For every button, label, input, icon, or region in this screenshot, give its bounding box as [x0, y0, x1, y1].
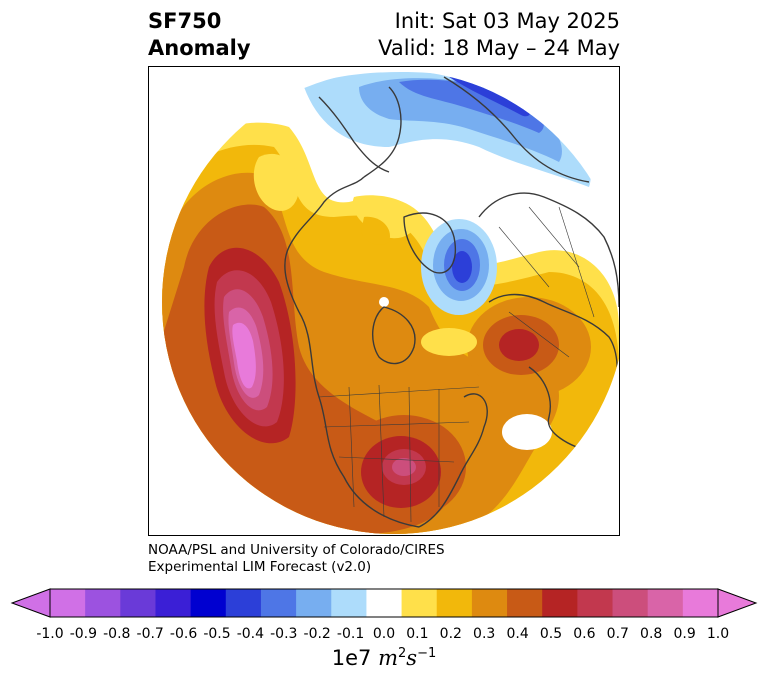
map-panel	[148, 66, 620, 536]
borders	[318, 206, 595, 523]
colorbar-tick-label: -0.9	[69, 626, 98, 642]
colorbar-bin	[471, 589, 508, 617]
credit-line-2: Experimental LIM Forecast (v2.0)	[148, 559, 372, 575]
colorbar-bin	[331, 589, 367, 617]
colorbar-bin	[296, 589, 332, 617]
anomaly-gap-hudson	[421, 328, 477, 356]
anomaly-neg-3	[399, 79, 544, 133]
colorbar-bin	[682, 589, 719, 617]
unit-s: s	[406, 646, 418, 670]
title-kind: Anomaly	[148, 36, 251, 60]
colorbar-tick-label: -0.3	[270, 626, 298, 642]
colorbar-outline	[49, 588, 719, 618]
anomaly-gap-atlantic	[502, 414, 552, 450]
colorbar-bin	[577, 589, 614, 617]
coastlines	[284, 76, 619, 528]
anomaly-eu-pos-5	[499, 329, 539, 361]
colorbar-tick-label: 0.2	[439, 626, 462, 642]
colorbar-ticks: -1.0 -0.9 -0.8 -0.7 -0.6 -0.5 -0.4 -0.3 -0.2 -0.1…	[0, 626, 768, 646]
colorbar-extend-high	[717, 588, 758, 618]
forecast-dates: Init: Sat 03 May 2025 Valid: 18 May – 24…	[378, 8, 620, 62]
colorbar-bin	[260, 589, 297, 617]
valid-range: Valid: 18 May – 24 May	[378, 36, 620, 60]
colorbar-bin	[612, 589, 649, 617]
anomaly-neg-4	[449, 77, 531, 117]
colorbar-tick-label: 0.9	[673, 626, 696, 642]
title-variable: SF750	[148, 9, 222, 33]
colorbar-tick-label: -1.0	[36, 626, 64, 642]
colorbar-bin	[436, 589, 473, 617]
credit-line-1: NOAA/PSL and University of Colorado/CIRE…	[148, 542, 445, 558]
colorbar-bin	[50, 589, 86, 617]
unit-m-exp: 2	[398, 646, 407, 661]
colorbar	[10, 588, 758, 618]
colorbar-extend-low	[10, 588, 51, 618]
colorbar-bin	[542, 589, 578, 617]
colorbar-bin	[190, 589, 227, 617]
colorbar-tick-label: -0.8	[103, 626, 131, 642]
colorbar-tick-label: 0.3	[473, 626, 496, 642]
colorbar-tick-label: 0.7	[606, 626, 629, 642]
anomaly-us-pos-7	[392, 458, 416, 476]
colorbar-tick-label: -0.2	[303, 626, 331, 642]
credit-text: NOAA/PSL and University of Colorado/CIRE…	[148, 542, 445, 576]
colorbar-tick-label: 0.0	[372, 626, 396, 642]
anomaly-scand-neg-4	[452, 251, 472, 283]
colorbar-bin	[507, 589, 543, 617]
colorbar-bin	[647, 589, 684, 617]
map-title: SF750 Anomaly	[148, 8, 251, 62]
colorbar-tick-label: -0.6	[169, 626, 198, 642]
colorbar-tick-label: 0.1	[406, 626, 429, 642]
colorbar-tick-label: 0.5	[539, 626, 563, 642]
colorbar-tick-label: -0.5	[203, 626, 231, 642]
colorbar-tick-label: 1.0	[706, 626, 730, 642]
colorbar-bin	[120, 589, 156, 617]
colorbar-unit: 1e7 m2s−1	[0, 646, 768, 670]
colorbar-tick-label: 0.4	[506, 626, 529, 642]
anomaly-gap-dot	[379, 297, 389, 307]
colorbar-tick-label: -0.4	[236, 626, 265, 642]
colorbar-tick-label: 0.6	[573, 626, 596, 642]
anomaly-canada-pos-1	[253, 153, 299, 211]
init-date: Init: Sat 03 May 2025	[394, 9, 620, 33]
anomaly-pos-9	[232, 322, 256, 389]
colorbar-tick-label: -0.7	[136, 626, 164, 642]
colorbar-tick-label: 0.8	[640, 626, 663, 642]
colorbar-bin	[401, 589, 438, 617]
colorbar-tick-label: -0.1	[336, 626, 365, 642]
colorbar-bin	[155, 589, 192, 617]
colorbar-bin	[85, 589, 121, 617]
unit-prefix: 1e7	[331, 646, 379, 670]
polar-map	[162, 70, 619, 534]
colorbar-bin	[366, 589, 403, 617]
colorbar-bin	[225, 589, 262, 617]
unit-m: m	[378, 646, 398, 670]
unit-s-exp: −1	[417, 646, 437, 661]
anomaly-greenland-pos-2	[361, 216, 390, 245]
